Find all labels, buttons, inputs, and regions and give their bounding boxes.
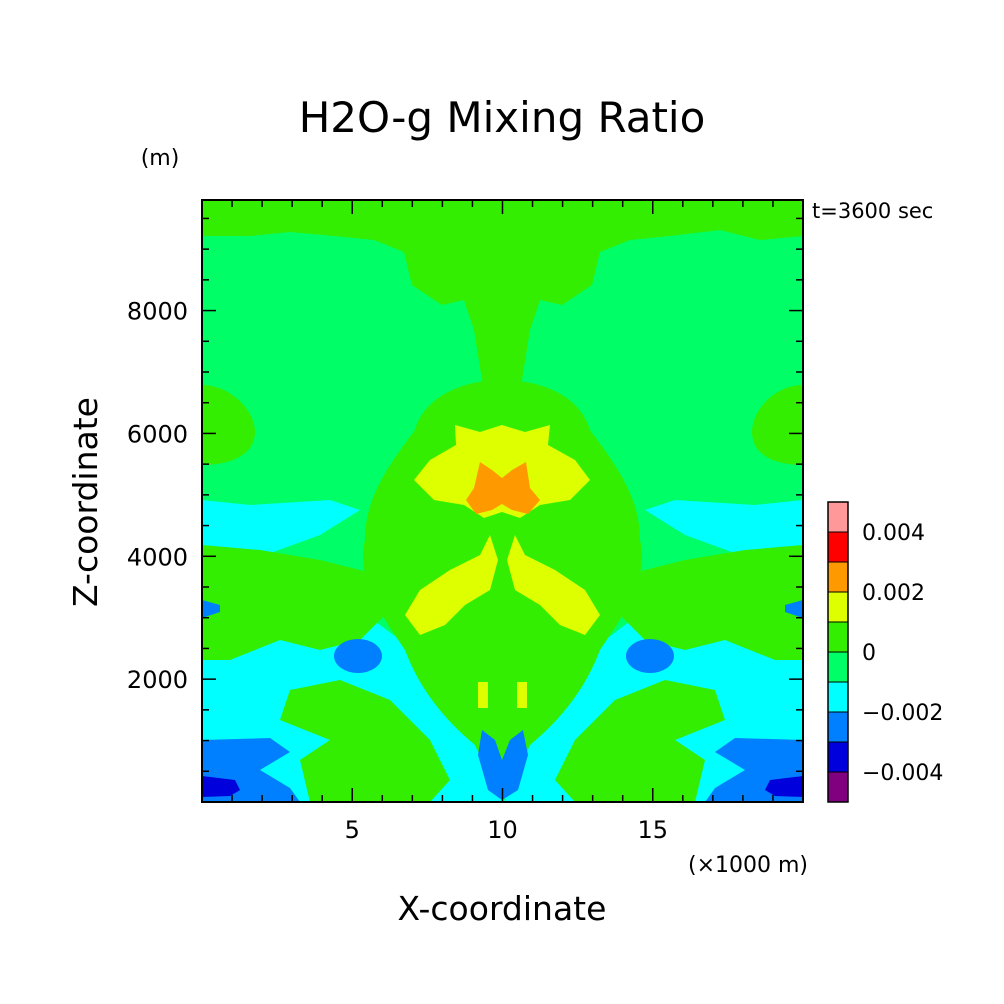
- contour-band-1-left-lobe: [202, 385, 255, 465]
- contour-band-3-core: [466, 462, 540, 514]
- contour-band-neg2-right-blob: [626, 639, 674, 673]
- x-tick-label: 10: [487, 816, 518, 844]
- colorbar-swatch: [828, 652, 848, 682]
- colorbar-tick-label: −0.004: [862, 761, 943, 786]
- y-tick-label: 2000: [127, 666, 188, 694]
- colorbar-swatch: [828, 592, 848, 622]
- contour-band-1-right-lobe: [752, 385, 803, 465]
- contour-band-1-upper-plume: [202, 200, 803, 420]
- y-tick-label: 4000: [127, 543, 188, 571]
- contour-band-2-upper: [414, 425, 590, 518]
- contour-band-neg2-left-edge: [202, 600, 220, 618]
- colorbar-tick-label: 0.002: [862, 581, 925, 606]
- y-tick-label: 8000: [127, 298, 188, 326]
- contour-band-2-right-lower: [507, 535, 600, 635]
- colorbar-swatch: [828, 622, 848, 652]
- time-label: t=3600 sec: [812, 199, 933, 223]
- contour-band-1-right-band: [605, 545, 803, 660]
- contour-band-1-left-band: [202, 545, 400, 660]
- colorbar: 0.004 0.002 0 −0.002 −0.004: [827, 501, 943, 803]
- contour-band-1-right-lower: [555, 680, 725, 802]
- colorbar-swatch: [828, 772, 848, 802]
- contour-band-2-right-tail: [517, 682, 527, 708]
- x-tick-label: 5: [345, 816, 360, 844]
- colorbar-swatch: [828, 532, 848, 562]
- contour-band-neg4-left: [202, 776, 240, 797]
- contour-band-neg2-left-blob: [334, 639, 382, 673]
- y-unit-label: (m): [141, 146, 180, 171]
- colorbar-swatch: [828, 562, 848, 592]
- colorbar-tick-label: 0: [862, 641, 876, 666]
- colorbar-swatch: [828, 682, 848, 712]
- chart-title: H2O-g Mixing Ratio: [299, 93, 706, 142]
- colorbar-tick-label: −0.002: [862, 701, 943, 726]
- contour-band-2-left-lower: [405, 535, 498, 635]
- x-unit-label: (×1000 m): [688, 853, 808, 878]
- colorbar-swatch: [828, 712, 848, 742]
- contour-band-neg2-right-edge: [785, 600, 803, 618]
- x-axis-title: X-coordinate: [398, 889, 607, 928]
- x-tick-label: 15: [637, 816, 668, 844]
- colorbar-tick-label: 0.004: [862, 521, 925, 546]
- colorbar-swatch: [828, 502, 848, 532]
- contour-band-1-left-lower: [280, 680, 450, 802]
- colorbar-swatch: [828, 742, 848, 772]
- axes: 5 10 15 2000 4000 6000 8000: [127, 200, 803, 844]
- contour-band-neg2-center: [478, 730, 528, 800]
- y-axis-title: Z-coordinate: [66, 397, 105, 607]
- contour-band-neg4-right: [765, 776, 803, 797]
- y-tick-label: 6000: [127, 420, 188, 448]
- contour-field: [202, 200, 803, 802]
- contour-band-2-left-tail: [478, 682, 488, 708]
